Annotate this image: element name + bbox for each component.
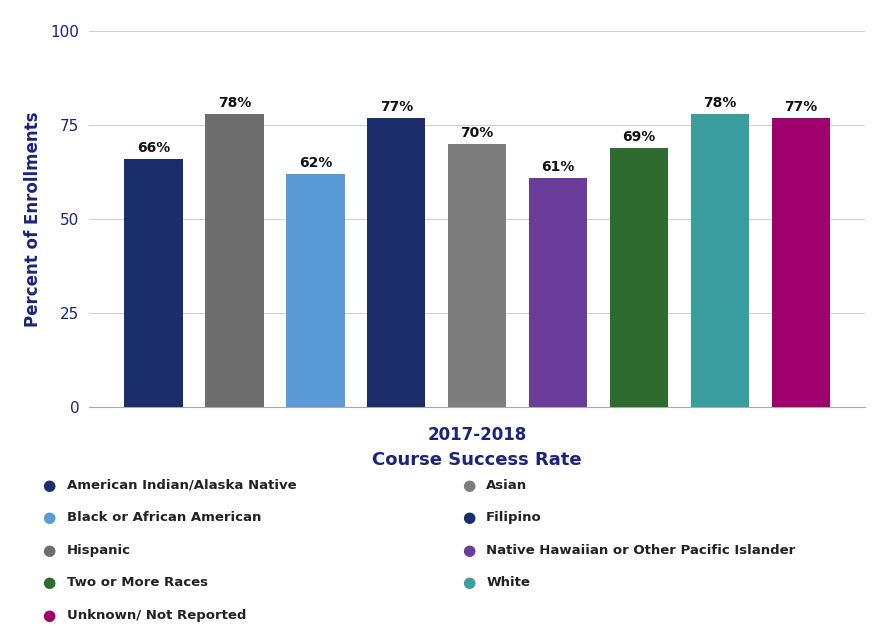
Text: 2017-2018: 2017-2018	[427, 426, 527, 444]
Text: 77%: 77%	[380, 100, 413, 114]
Text: Filipino: Filipino	[486, 511, 542, 524]
Text: 61%: 61%	[541, 160, 574, 174]
Bar	[368, 118, 425, 407]
Text: Black or African American: Black or African American	[67, 511, 261, 524]
Text: ●: ●	[43, 510, 55, 525]
Text: ●: ●	[462, 543, 475, 558]
Text: 78%: 78%	[703, 96, 737, 110]
Text: ●: ●	[462, 575, 475, 590]
Text: Two or More Races: Two or More Races	[67, 577, 208, 589]
Text: 78%: 78%	[218, 96, 252, 110]
Text: 77%: 77%	[784, 100, 817, 114]
Text: ●: ●	[462, 478, 475, 493]
Text: ●: ●	[43, 478, 55, 493]
Bar	[529, 178, 587, 407]
Bar	[610, 148, 668, 407]
Text: Unknown/ Not Reported: Unknown/ Not Reported	[67, 609, 246, 622]
Text: 69%: 69%	[623, 130, 656, 144]
Text: White: White	[486, 577, 530, 589]
Bar	[205, 114, 264, 407]
Text: ●: ●	[462, 510, 475, 525]
Text: Asian: Asian	[486, 479, 527, 491]
Text: Native Hawaiian or Other Pacific Islander: Native Hawaiian or Other Pacific Islande…	[486, 544, 796, 557]
Y-axis label: Percent of Enrollments: Percent of Enrollments	[24, 111, 42, 327]
Text: ●: ●	[43, 543, 55, 558]
Text: 70%: 70%	[460, 126, 494, 140]
Text: ●: ●	[43, 608, 55, 623]
Text: 66%: 66%	[137, 141, 170, 155]
Text: Course Success Rate: Course Success Rate	[372, 451, 582, 469]
Text: American Indian/Alaska Native: American Indian/Alaska Native	[67, 479, 296, 491]
Text: ●: ●	[43, 575, 55, 590]
Bar	[286, 174, 344, 407]
Text: 62%: 62%	[299, 156, 332, 170]
Bar	[125, 159, 183, 407]
Bar	[690, 114, 749, 407]
Text: Hispanic: Hispanic	[67, 544, 131, 557]
Bar	[772, 118, 830, 407]
Bar	[448, 144, 507, 407]
